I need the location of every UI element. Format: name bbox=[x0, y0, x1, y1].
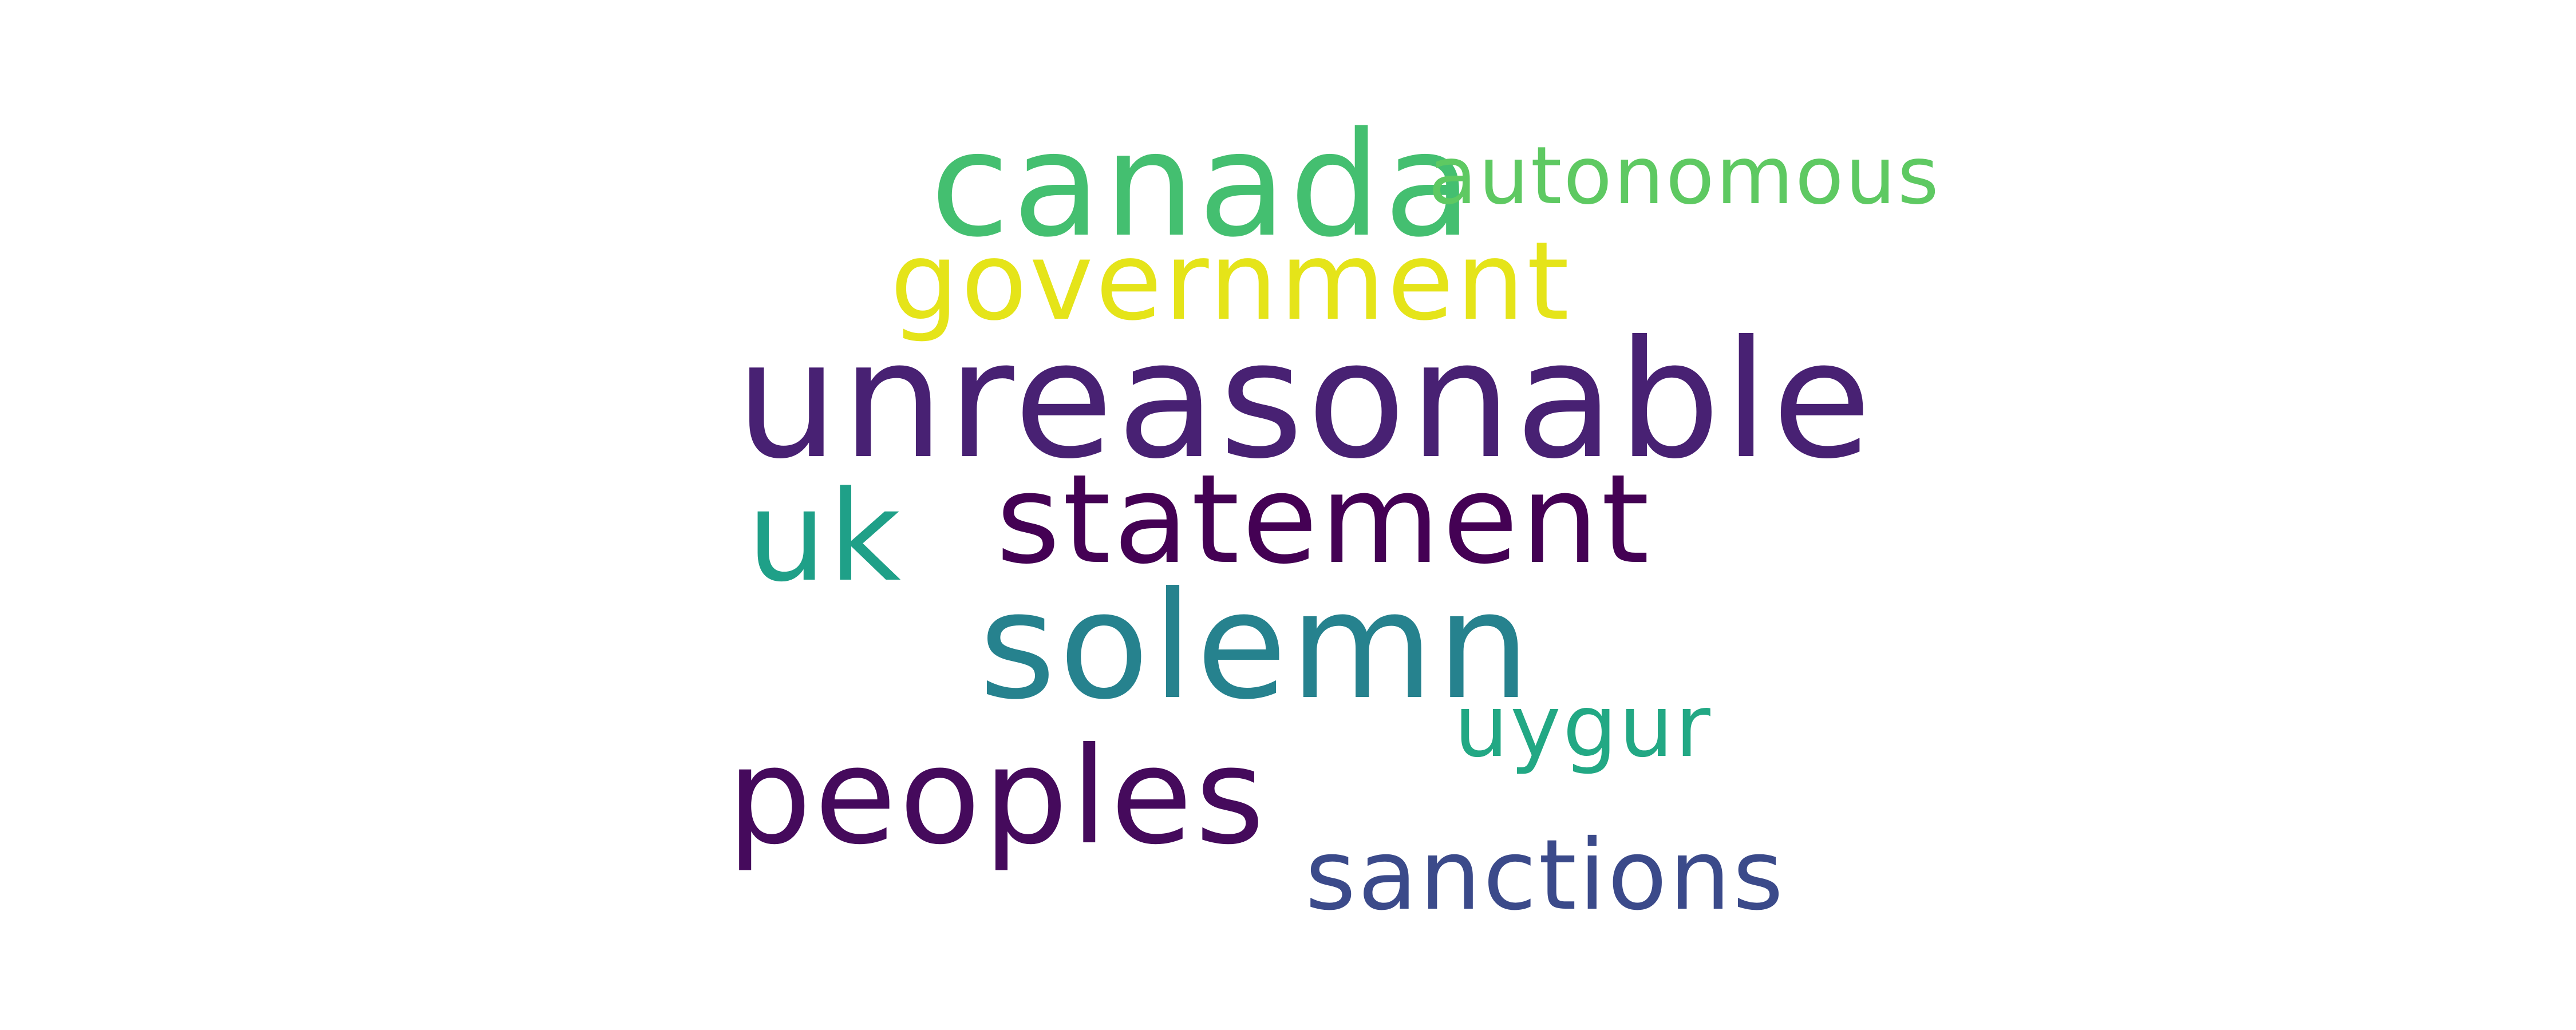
word-solemn: solemn bbox=[979, 560, 1534, 732]
word-autonomous: autonomous bbox=[1428, 129, 1941, 222]
word-uygur: uygur bbox=[1454, 677, 1712, 777]
word-canada: canada bbox=[930, 101, 1475, 269]
word-peoples: peoples bbox=[727, 719, 1267, 874]
word-statement: statement bbox=[996, 447, 1652, 591]
word-government: government bbox=[890, 219, 1571, 344]
word-sanctions: sanctions bbox=[1305, 819, 1785, 932]
word-uk: uk bbox=[747, 465, 904, 609]
word-unreasonable: unreasonable bbox=[736, 306, 1875, 494]
